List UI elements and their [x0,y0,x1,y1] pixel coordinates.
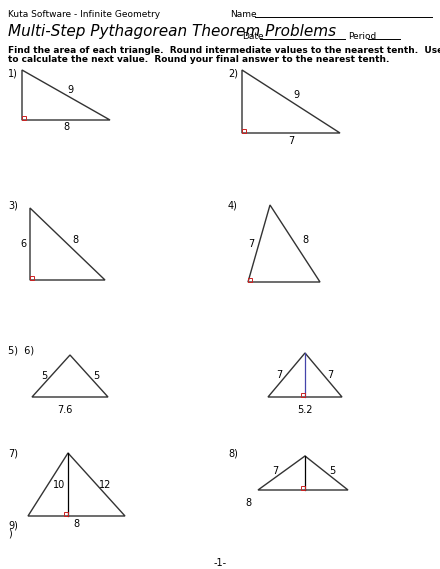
Text: 7): 7) [8,448,18,458]
Text: 7: 7 [248,238,254,249]
Text: 8: 8 [63,122,69,132]
Text: 7: 7 [327,370,334,380]
Text: 9: 9 [293,89,299,100]
Text: 10: 10 [53,480,65,489]
Text: Period: Period [348,32,376,41]
Text: 1): 1) [8,68,18,78]
Text: 9): 9) [8,520,18,530]
Text: 7.6: 7.6 [57,405,73,415]
Text: 7: 7 [276,370,282,380]
Text: 5: 5 [41,371,47,381]
Text: 5.2: 5.2 [297,405,313,415]
Text: 8: 8 [245,498,251,508]
Text: 9: 9 [67,85,73,95]
Text: 8): 8) [228,448,238,458]
Text: 5)  6): 5) 6) [8,345,34,355]
Text: 5: 5 [330,466,336,476]
Text: 2): 2) [228,68,238,78]
Text: 8: 8 [73,519,80,529]
Text: 6: 6 [20,239,26,249]
Text: 4): 4) [228,200,238,210]
Text: to calculate the next value.  Round your final answer to the nearest tenth.: to calculate the next value. Round your … [8,55,389,64]
Text: 5: 5 [93,371,99,381]
Text: ): ) [8,528,12,538]
Text: 7: 7 [288,136,294,146]
Text: 3): 3) [8,200,18,210]
Text: 8: 8 [73,235,79,245]
Text: Find the area of each triangle.  Round intermediate values to the nearest tenth.: Find the area of each triangle. Round in… [8,46,440,55]
Text: Kuta Software - Infinite Geometry: Kuta Software - Infinite Geometry [8,10,160,19]
Text: Date: Date [242,32,264,41]
Text: Multi-Step Pythagorean Theorem Problems: Multi-Step Pythagorean Theorem Problems [8,24,336,39]
Text: 7: 7 [272,466,279,476]
Text: 8: 8 [302,234,308,245]
Text: -1-: -1- [213,558,227,568]
Text: 12: 12 [99,480,112,489]
Text: Name: Name [230,10,257,19]
